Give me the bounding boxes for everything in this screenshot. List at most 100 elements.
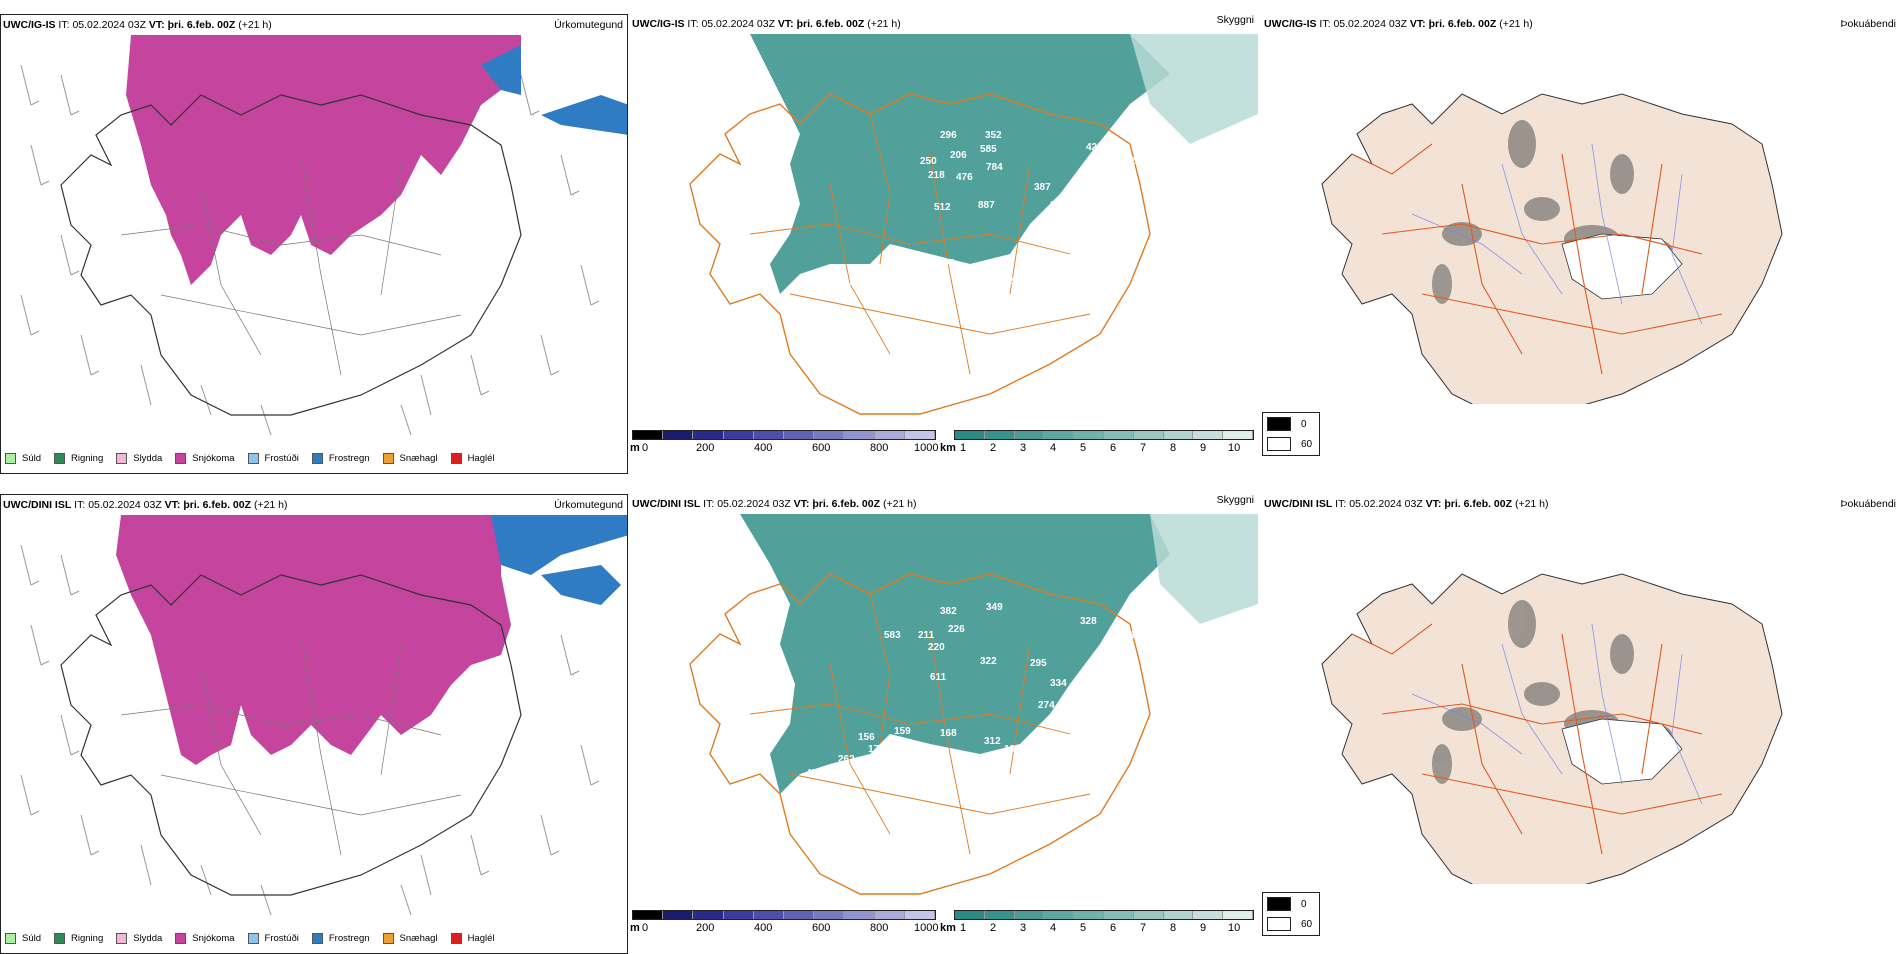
ceiling-label: 188 xyxy=(886,254,903,265)
fog-map xyxy=(1321,93,1783,404)
it-value: 05.02.2024 03Z xyxy=(701,18,775,30)
panel-title: Þokuábendi xyxy=(1840,18,1896,30)
ceiling-label: 765 xyxy=(920,280,937,291)
visibility-tick: 8 xyxy=(1170,442,1177,454)
precip-legend: Súld Rigning Slydda Snjókoma Frostúði Fr… xyxy=(5,449,508,467)
it-label: IT: xyxy=(58,19,70,31)
legend-label: Snæhagl xyxy=(399,932,438,944)
visibility-tick: 8 xyxy=(1170,922,1177,934)
visibility-unit: km xyxy=(940,442,956,454)
cloud-map: 382 349 583 211 226 220 328 198 611 322 … xyxy=(689,514,1258,895)
ceiling-tick: 200 xyxy=(696,442,715,454)
ceiling-tick: 800 xyxy=(870,442,889,454)
legend-swatch-drizzle xyxy=(5,932,16,944)
legend-swatch-hail xyxy=(450,452,462,464)
ceiling-tick: 1000 xyxy=(914,442,939,454)
visibility-tick: 5 xyxy=(1080,922,1087,934)
legend-item: Snæhagl xyxy=(382,932,438,944)
ceiling-tick: 1000 xyxy=(914,922,939,934)
ceiling-colorbar-bar xyxy=(632,910,936,920)
visibility-tick: 9 xyxy=(1200,922,1207,934)
ceiling-label: 17 xyxy=(840,282,852,293)
ceiling-label: 611 xyxy=(930,672,947,683)
ceiling-label: 156 xyxy=(858,732,875,743)
fog-swatch-black xyxy=(1267,417,1291,431)
ceiling-label: 274 xyxy=(1038,700,1055,711)
ceiling-tick: 0 xyxy=(642,922,649,934)
precip-type-panel-row2: UWC/DINI ISL IT: 05.02.2024 03Z VT: þri.… xyxy=(0,494,628,954)
ceiling-label: 583 xyxy=(884,630,901,641)
fog-swatch-white xyxy=(1267,917,1291,931)
legend-item: Frostregn xyxy=(311,452,370,464)
legend-label: Súld xyxy=(22,452,42,464)
panel-header: UWC/IG-IS IT: 05.02.2024 03Z VT: þri. 6.… xyxy=(630,14,1258,34)
ceiling-label: 175 xyxy=(1046,272,1063,283)
wind-barbs xyxy=(20,544,600,916)
legend-swatch-freezing-rain xyxy=(311,932,323,944)
model-name: UWC/DINI ISL xyxy=(1264,498,1333,510)
legend-swatch-snow-grains xyxy=(382,932,394,944)
visibility-tick: 7 xyxy=(1140,922,1147,934)
fog-panel-row1: UWC/IG-IS IT: 05.02.2024 03Z VT: þri. 6.… xyxy=(1262,14,1900,404)
visibility-tick: 6 xyxy=(1110,442,1117,454)
iceland-outline xyxy=(689,93,1151,415)
it-label: IT: xyxy=(703,498,715,510)
vt-label: VT: xyxy=(793,498,810,510)
legend-label: Haglél xyxy=(467,452,495,464)
ceiling-label: 159 xyxy=(894,726,911,737)
it-value: 05.02.2024 03Z xyxy=(72,19,146,31)
legend-item: Frostregn xyxy=(311,932,370,944)
wind-barbs xyxy=(20,64,600,436)
legend-label: Snjókoma xyxy=(192,452,235,464)
fog-legend-row2: 0 60 xyxy=(1262,892,1320,936)
ceiling-label: 295 xyxy=(1030,658,1047,669)
legend-item: Rigning xyxy=(54,452,104,464)
vt-label: VT: xyxy=(164,499,181,511)
fog-legend-white-row: 60 xyxy=(1267,917,1312,931)
ceiling-labels: 296 352 250 206 585 218 476 784 422 206 … xyxy=(840,130,1147,293)
land-fill xyxy=(1321,93,1783,404)
fog-swatch-black xyxy=(1267,897,1291,911)
visibility-tick: 10 xyxy=(1228,922,1241,934)
visibility-colorbar-bar xyxy=(954,910,1254,920)
ceiling-label: 334 xyxy=(1050,678,1067,689)
lead-time: (+21 h) xyxy=(253,499,288,511)
legend-swatch-freezing-drizzle xyxy=(247,932,259,944)
land-fill xyxy=(1321,573,1783,884)
panel-header: UWC/DINI ISL IT: 05.02.2024 03Z VT: þri.… xyxy=(1,499,627,515)
ceiling-label: 184 xyxy=(1004,744,1021,755)
ceiling-tick: 400 xyxy=(754,922,773,934)
model-name: UWC/IG-IS xyxy=(632,18,685,30)
legend-item: Frostúði xyxy=(247,932,299,944)
ceiling-label: 164 xyxy=(1040,742,1057,753)
legend-item: Slydda xyxy=(116,452,162,464)
lead-time: (+21 h) xyxy=(867,18,901,30)
fog-legend-row1: 0 60 xyxy=(1262,412,1320,456)
visibility-area xyxy=(750,34,1170,294)
legend-label: Snjókoma xyxy=(192,932,235,944)
road-lines xyxy=(749,113,1091,375)
ceiling-colorbar: m 0 200 400 600 800 1000 xyxy=(630,430,940,458)
ceiling-label: 422 xyxy=(1086,142,1103,153)
ceiling-unit: m xyxy=(630,442,640,454)
snow-area xyxy=(126,35,521,285)
ceiling-label: 387 xyxy=(1034,182,1051,193)
it-value: 05.02.2024 03Z xyxy=(88,499,162,511)
ceiling-label: 352 xyxy=(985,130,1002,141)
legend-swatch-sleet xyxy=(116,452,128,464)
legend-label: Rigning xyxy=(71,452,104,464)
panel-header: UWC/DINI ISL IT: 05.02.2024 03Z VT: þri.… xyxy=(630,494,1258,514)
ceiling-label: 220 xyxy=(928,642,945,653)
vt-value: þri. 6.feb. 00Z xyxy=(183,499,252,511)
panel-title: Úrkomutegund xyxy=(554,499,623,511)
legend-label: Frostregn xyxy=(328,932,370,944)
ceiling-colorbar-bar xyxy=(632,430,936,440)
legend-swatch-snow xyxy=(175,932,187,944)
lead-time: (+21 h) xyxy=(882,498,917,510)
fog-legend-label: 60 xyxy=(1301,438,1313,450)
model-name: UWC/IG-IS xyxy=(1264,18,1317,30)
iceland-outline xyxy=(689,573,1151,895)
visibility-light xyxy=(1150,514,1258,624)
legend-swatch-rain xyxy=(54,452,66,464)
ceiling-label: 382 xyxy=(940,606,957,617)
